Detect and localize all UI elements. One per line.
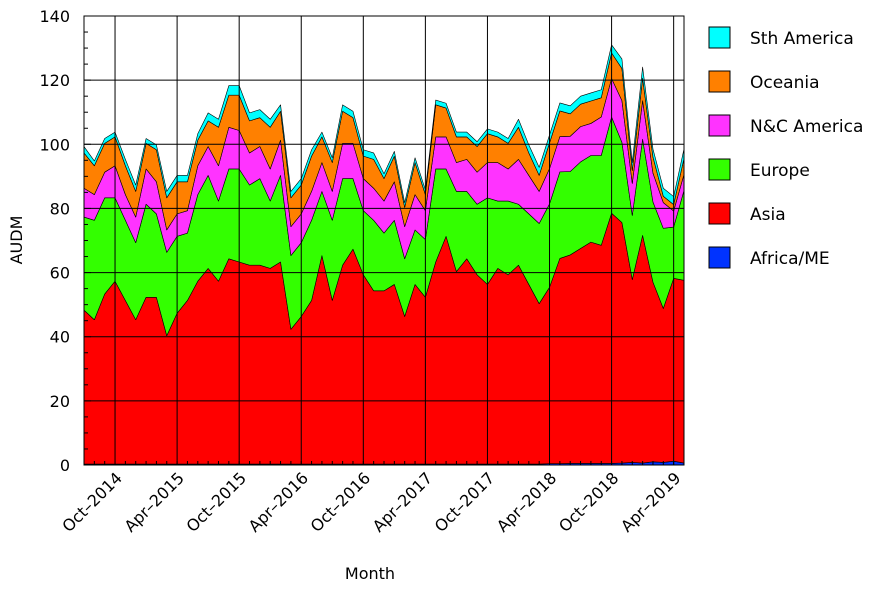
legend-label-africa-me: Africa/ME xyxy=(750,249,830,269)
legend-label-n-c-america: N&C America xyxy=(750,117,863,137)
x-tick-label: Oct–2015 xyxy=(183,468,250,535)
y-tick-label: 120 xyxy=(39,71,70,90)
legend-swatch-europe xyxy=(708,158,731,181)
legend-swatch-n-c-america xyxy=(708,114,731,137)
legend-swatch-sth-america xyxy=(708,26,731,49)
legend-swatch-asia xyxy=(708,202,731,225)
legend-swatch-oceania xyxy=(708,70,731,93)
x-tick-label: Apr–2017 xyxy=(369,468,436,535)
y-tick-label: 40 xyxy=(50,328,70,347)
area-layers xyxy=(83,44,685,466)
y-tick-labels: 0 20 40 60 80 100 120 140 xyxy=(39,7,70,475)
y-axis-title: AUDM xyxy=(7,216,26,265)
axis-ticks xyxy=(83,15,685,466)
x-tick-label: Apr–2016 xyxy=(245,468,312,535)
x-tick-label: Oct–2017 xyxy=(431,468,498,535)
x-tick-label: Apr–2015 xyxy=(120,468,187,535)
y-tick-label: 20 xyxy=(50,392,70,411)
y-tick-label: 0 xyxy=(60,456,70,475)
x-axis-title: Month xyxy=(345,564,395,583)
legend: Sth America Oceania N&C America Europe Asia A… xyxy=(708,26,863,269)
x-tick-label: Oct–2018 xyxy=(555,468,622,535)
x-tick-label: Oct–2014 xyxy=(58,468,125,535)
x-tick-label: Oct–2016 xyxy=(307,468,374,535)
legend-swatch-africa-me xyxy=(708,246,731,269)
y-tick-label: 100 xyxy=(39,135,70,154)
x-tick-labels: Oct–2014Apr–2015Oct–2015Apr–2016Oct–2016… xyxy=(58,468,684,535)
legend-label-europe: Europe xyxy=(750,161,810,181)
y-tick-label: 60 xyxy=(50,264,70,283)
legend-label-asia: Asia xyxy=(750,205,786,225)
y-tick-label: 80 xyxy=(50,199,70,218)
x-tick-label: Apr–2019 xyxy=(617,468,684,535)
x-tick-label: Apr–2018 xyxy=(493,468,560,535)
legend-label-sth-america: Sth America xyxy=(750,29,854,49)
grid-lines xyxy=(84,16,684,465)
y-tick-label: 140 xyxy=(39,7,70,26)
legend-label-oceania: Oceania xyxy=(750,73,820,93)
